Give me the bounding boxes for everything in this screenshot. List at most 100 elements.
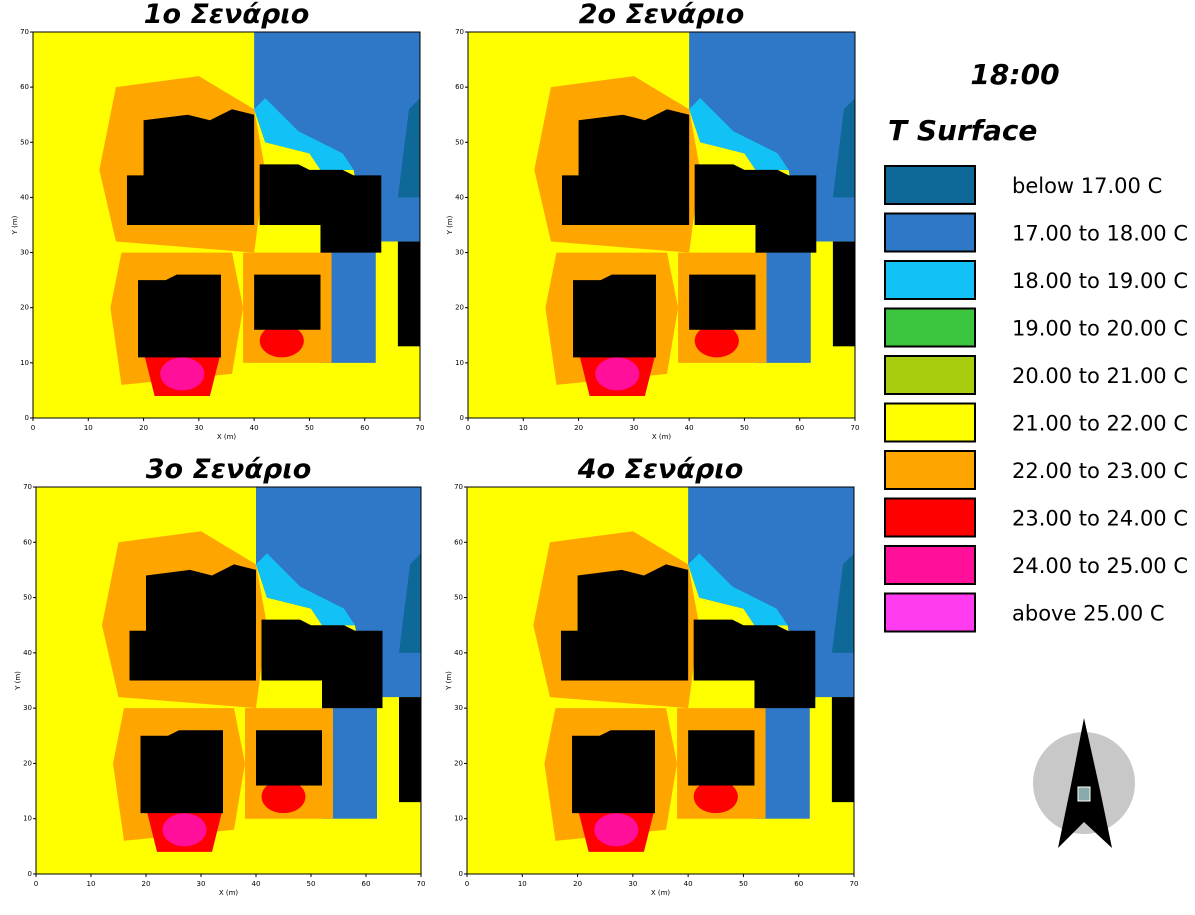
legend-swatch — [884, 592, 976, 633]
y-tick-label: 30 — [20, 249, 29, 257]
legend-label: 24.00 to 25.00 C — [1012, 554, 1188, 578]
plot-frame — [467, 31, 856, 419]
x-tick-label: 0 — [31, 424, 35, 432]
y-tick-label: 0 — [25, 414, 29, 422]
x-tick-label: 20 — [573, 880, 582, 888]
y-tick-label: 10 — [454, 815, 463, 823]
legend-label: 17.00 to 18.00 C — [1012, 222, 1188, 246]
y-tick-label: 40 — [20, 193, 29, 201]
y-tick-label: 40 — [23, 649, 32, 657]
y-tick-label: 60 — [455, 83, 464, 91]
x-tick-label: 0 — [466, 424, 470, 432]
panel-title: 2ο Σενάριο — [579, 0, 745, 30]
y-tick-label: 70 — [23, 483, 32, 491]
x-tick-label: 30 — [194, 424, 203, 432]
x-tick-label: 20 — [139, 424, 148, 432]
x-tick-label: 40 — [685, 424, 694, 432]
legend-swatch — [884, 260, 976, 300]
legend-label: 22.00 to 23.00 C — [1012, 459, 1188, 483]
y-axis-label: Y (m) — [446, 215, 454, 235]
time-label: 18:00 — [970, 58, 1059, 91]
y-tick-label: 40 — [455, 193, 464, 201]
legend-label: above 25.00 C — [1012, 602, 1165, 626]
x-tick-label: 50 — [740, 424, 749, 432]
x-tick-label: 70 — [850, 880, 859, 888]
x-tick-label: 40 — [252, 880, 261, 888]
legend-swatch — [884, 545, 976, 585]
x-tick-label: 60 — [360, 424, 369, 432]
legend-label: 18.00 to 19.00 C — [1012, 269, 1188, 293]
plot-frame — [32, 31, 421, 419]
legend-swatch — [884, 402, 976, 443]
y-tick-label: 50 — [23, 594, 32, 602]
x-tick-label: 0 — [465, 880, 469, 888]
x-axis-label: X (m) — [219, 889, 239, 897]
panel-title: 3ο Σενάριο — [146, 454, 312, 485]
legend-label: below 17.00 C — [1012, 174, 1162, 198]
y-tick-label: 50 — [454, 594, 463, 602]
x-axis-label: X (m) — [651, 889, 671, 897]
north-arrow — [1033, 718, 1135, 848]
x-tick-label: 50 — [305, 424, 314, 432]
x-tick-label: 0 — [34, 880, 38, 888]
legend-swatch — [884, 355, 976, 395]
panel: 4ο Σενάριο 0 10 20 30 40 50 60 70 0 10 20 30 40 50 60 70… — [445, 454, 858, 897]
x-tick-label: 10 — [87, 880, 96, 888]
legend-swatch — [884, 165, 976, 205]
heatmap — [467, 487, 854, 874]
y-tick-label: 60 — [20, 83, 29, 91]
y-tick-label: 20 — [455, 304, 464, 312]
legend-label: 21.00 to 22.00 C — [1012, 412, 1188, 436]
y-tick-label: 70 — [454, 483, 463, 491]
x-tick-label: 50 — [307, 880, 316, 888]
x-tick-label: 60 — [362, 880, 371, 888]
y-tick-label: 70 — [455, 28, 464, 36]
legend-swatch — [884, 307, 976, 348]
y-tick-label: 40 — [454, 649, 463, 657]
legend-label: 19.00 to 20.00 C — [1012, 317, 1188, 341]
y-tick-label: 10 — [23, 815, 32, 823]
panel: 2ο Σενάριο 0 10 20 30 40 50 60 70 0 10 20 30 40 50 60 70… — [446, 0, 859, 441]
y-tick-label: 50 — [20, 138, 29, 146]
y-tick-label: 60 — [23, 538, 32, 546]
y-tick-label: 70 — [20, 28, 29, 36]
panel-title: 4ο Σενάριο — [577, 454, 744, 485]
heatmap — [468, 32, 855, 419]
x-tick-label: 10 — [519, 424, 528, 432]
y-tick-label: 0 — [28, 870, 32, 878]
y-axis-label: Y (m) — [14, 671, 22, 691]
y-tick-label: 30 — [454, 704, 463, 712]
x-tick-label: 60 — [795, 424, 804, 432]
legend-label: 23.00 to 24.00 C — [1012, 507, 1188, 531]
panel: 3ο Σενάριο 0 10 20 30 40 50 60 70 0 10 20 30 40 50 60 70… — [14, 454, 425, 897]
y-tick-label: 50 — [455, 138, 464, 146]
panel: 1ο Σενάριο 0 10 20 30 40 50 60 70 0 10 20 30 40 50 60 70… — [11, 0, 424, 441]
y-tick-label: 60 — [454, 538, 463, 546]
y-axis-label: Y (m) — [11, 215, 19, 235]
legend-swatch — [884, 450, 976, 490]
plot-frame — [35, 486, 422, 875]
x-tick-label: 40 — [684, 880, 693, 888]
legend-swatch — [884, 212, 976, 253]
x-tick-label: 70 — [416, 424, 425, 432]
x-tick-label: 20 — [142, 880, 151, 888]
legend-swatch — [884, 497, 976, 538]
x-tick-label: 40 — [250, 424, 259, 432]
legend-label: 20.00 to 21.00 C — [1012, 364, 1188, 388]
y-tick-label: 20 — [23, 759, 32, 767]
heatmap — [36, 487, 421, 874]
x-tick-label: 20 — [574, 424, 583, 432]
x-tick-label: 30 — [628, 880, 637, 888]
y-tick-label: 10 — [455, 359, 464, 367]
x-tick-label: 60 — [794, 880, 803, 888]
y-tick-label: 30 — [23, 704, 32, 712]
y-tick-label: 30 — [455, 249, 464, 257]
x-tick-label: 70 — [417, 880, 426, 888]
y-tick-label: 20 — [20, 304, 29, 312]
x-axis-label: X (m) — [652, 433, 672, 441]
y-axis-label: Y (m) — [445, 671, 453, 691]
x-tick-label: 10 — [84, 424, 93, 432]
x-tick-label: 10 — [518, 880, 527, 888]
heatmap — [33, 32, 420, 419]
y-tick-label: 0 — [459, 870, 463, 878]
